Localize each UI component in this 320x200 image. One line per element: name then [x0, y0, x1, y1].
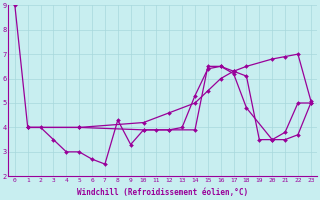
X-axis label: Windchill (Refroidissement éolien,°C): Windchill (Refroidissement éolien,°C) [77, 188, 248, 197]
